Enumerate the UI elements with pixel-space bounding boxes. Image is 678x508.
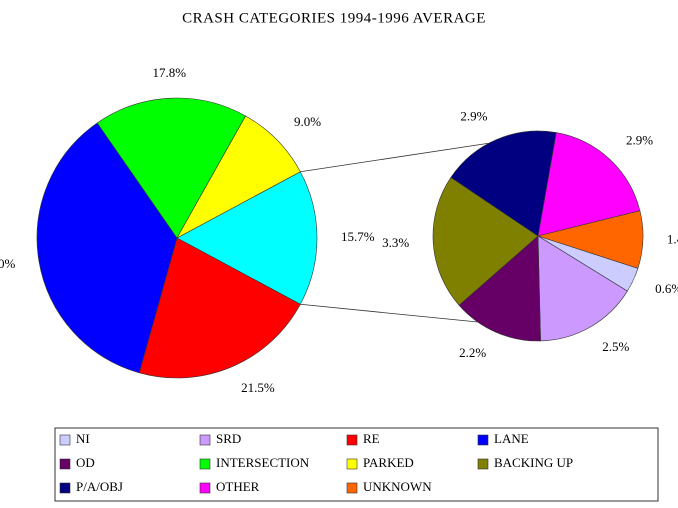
pie-slice	[176, 171, 318, 305]
pie-slice	[36, 122, 178, 374]
value-label: 17.8%	[152, 65, 186, 80]
legend-label: INTERSECTION	[216, 455, 310, 470]
pie-slice	[176, 115, 301, 239]
value-label: 2.5%	[602, 339, 629, 354]
legend-label: UNKNOWN	[363, 479, 432, 494]
legend-label: OD	[76, 455, 95, 470]
pie-slice	[96, 97, 247, 239]
legend-swatch	[199, 434, 211, 446]
legend-label: PARKED	[363, 455, 414, 470]
legend-swatch	[477, 434, 489, 446]
pie-slice	[450, 130, 557, 237]
legend-swatch	[346, 434, 358, 446]
legend-label: NI	[76, 431, 90, 446]
legend-label: BACKING UP	[494, 455, 573, 470]
value-label: 2.2%	[459, 345, 486, 360]
connector-line	[300, 303, 478, 323]
legend-swatch	[59, 434, 71, 446]
legend-swatch	[59, 458, 71, 470]
value-label: 0.6%	[655, 281, 678, 296]
legend-label: SRD	[216, 431, 241, 446]
value-label: 3.3%	[382, 235, 409, 250]
pie-slice	[458, 235, 541, 342]
chart-title: CRASH CATEGORIES 1994-1996 AVERAGE	[182, 10, 486, 26]
legend-swatch	[346, 482, 358, 494]
pie-slice	[537, 132, 641, 237]
legend-label: P/A/OBJ	[76, 479, 123, 494]
pie-slice	[537, 235, 628, 342]
legend-swatch	[199, 458, 211, 470]
legend-label: RE	[363, 431, 380, 446]
value-label: 36.0%	[0, 256, 15, 271]
legend-label: OTHER	[216, 479, 260, 494]
value-label: 15.7%	[341, 229, 375, 244]
value-label: 9.0%	[294, 114, 321, 129]
connector-line	[300, 142, 489, 173]
legend-swatch	[59, 482, 71, 494]
legend-swatch	[199, 482, 211, 494]
legend-swatch	[477, 458, 489, 470]
pie-slice	[432, 176, 539, 306]
value-label: 21.5%	[241, 380, 275, 395]
legend-label: LANE	[494, 431, 529, 446]
value-label: 1.4%	[667, 232, 678, 247]
value-label: 2.9%	[460, 108, 487, 123]
pie-slice	[138, 237, 301, 379]
value-label: 2.9%	[626, 133, 653, 148]
legend-swatch	[346, 458, 358, 470]
